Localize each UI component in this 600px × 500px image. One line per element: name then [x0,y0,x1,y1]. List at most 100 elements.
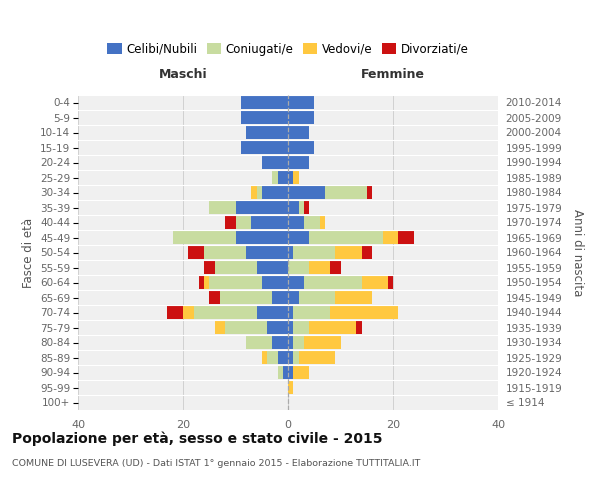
Bar [288,186,325,198]
Bar [209,292,220,304]
Bar [288,172,293,183]
Bar [241,142,288,154]
Bar [293,352,299,364]
Bar [277,172,288,183]
Bar [288,216,304,228]
Bar [288,366,293,378]
Bar [288,262,309,274]
Bar [383,232,398,243]
Bar [251,186,257,198]
Bar [209,276,262,288]
Bar [288,126,309,138]
Bar [257,186,262,198]
Bar [235,216,251,228]
Bar [293,336,304,348]
Bar [204,246,246,258]
Bar [193,306,257,318]
Bar [288,156,309,168]
Bar [299,202,304,213]
Bar [246,336,272,348]
Bar [356,322,361,334]
Bar [215,262,257,274]
Bar [304,216,320,228]
Text: Femmine: Femmine [361,68,425,81]
Bar [235,232,288,243]
Legend: Celibi/Nubili, Coniugati/e, Vedovi/e, Divorziati/e: Celibi/Nubili, Coniugati/e, Vedovi/e, Di… [103,38,473,60]
Bar [288,276,304,288]
Bar [304,202,309,213]
Bar [288,306,293,318]
Bar [388,276,393,288]
Bar [173,232,235,243]
Bar [288,292,299,304]
Bar [215,322,225,334]
Bar [293,246,335,258]
Bar [235,202,288,213]
Bar [283,366,288,378]
Bar [246,126,288,138]
Bar [299,292,335,304]
Bar [367,186,372,198]
Bar [204,262,215,274]
Bar [272,172,277,183]
Bar [241,112,288,124]
Text: Popolazione per età, sesso e stato civile - 2015: Popolazione per età, sesso e stato civil… [12,431,383,446]
Bar [304,336,341,348]
Bar [330,262,341,274]
Bar [277,352,288,364]
Y-axis label: Fasce di età: Fasce di età [22,218,35,288]
Bar [277,366,283,378]
Y-axis label: Anni di nascita: Anni di nascita [571,209,584,296]
Bar [309,262,330,274]
Bar [267,352,277,364]
Bar [220,292,272,304]
Bar [167,306,183,318]
Bar [288,142,314,154]
Bar [288,112,314,124]
Bar [204,276,209,288]
Bar [288,322,293,334]
Bar [262,276,288,288]
Bar [188,246,204,258]
Bar [330,306,398,318]
Bar [288,352,293,364]
Bar [241,96,288,108]
Bar [209,202,235,213]
Bar [199,276,204,288]
Bar [320,216,325,228]
Bar [335,246,361,258]
Bar [335,292,372,304]
Bar [257,262,288,274]
Bar [288,202,299,213]
Bar [262,186,288,198]
Bar [288,382,293,394]
Bar [257,306,288,318]
Bar [225,216,235,228]
Bar [225,322,267,334]
Bar [246,246,288,258]
Bar [267,322,288,334]
Bar [272,336,288,348]
Bar [361,276,388,288]
Bar [293,322,309,334]
Bar [293,306,330,318]
Bar [262,352,267,364]
Bar [299,352,335,364]
Text: COMUNE DI LUSEVERA (UD) - Dati ISTAT 1° gennaio 2015 - Elaborazione TUTTITALIA.I: COMUNE DI LUSEVERA (UD) - Dati ISTAT 1° … [12,459,421,468]
Bar [272,292,288,304]
Bar [293,366,309,378]
Text: Maschi: Maschi [158,68,208,81]
Bar [304,276,361,288]
Bar [309,322,356,334]
Bar [183,306,193,318]
Bar [288,96,314,108]
Bar [325,186,367,198]
Bar [309,232,383,243]
Bar [288,246,293,258]
Bar [361,246,372,258]
Bar [288,232,309,243]
Bar [262,156,288,168]
Bar [288,336,293,348]
Bar [251,216,288,228]
Bar [398,232,414,243]
